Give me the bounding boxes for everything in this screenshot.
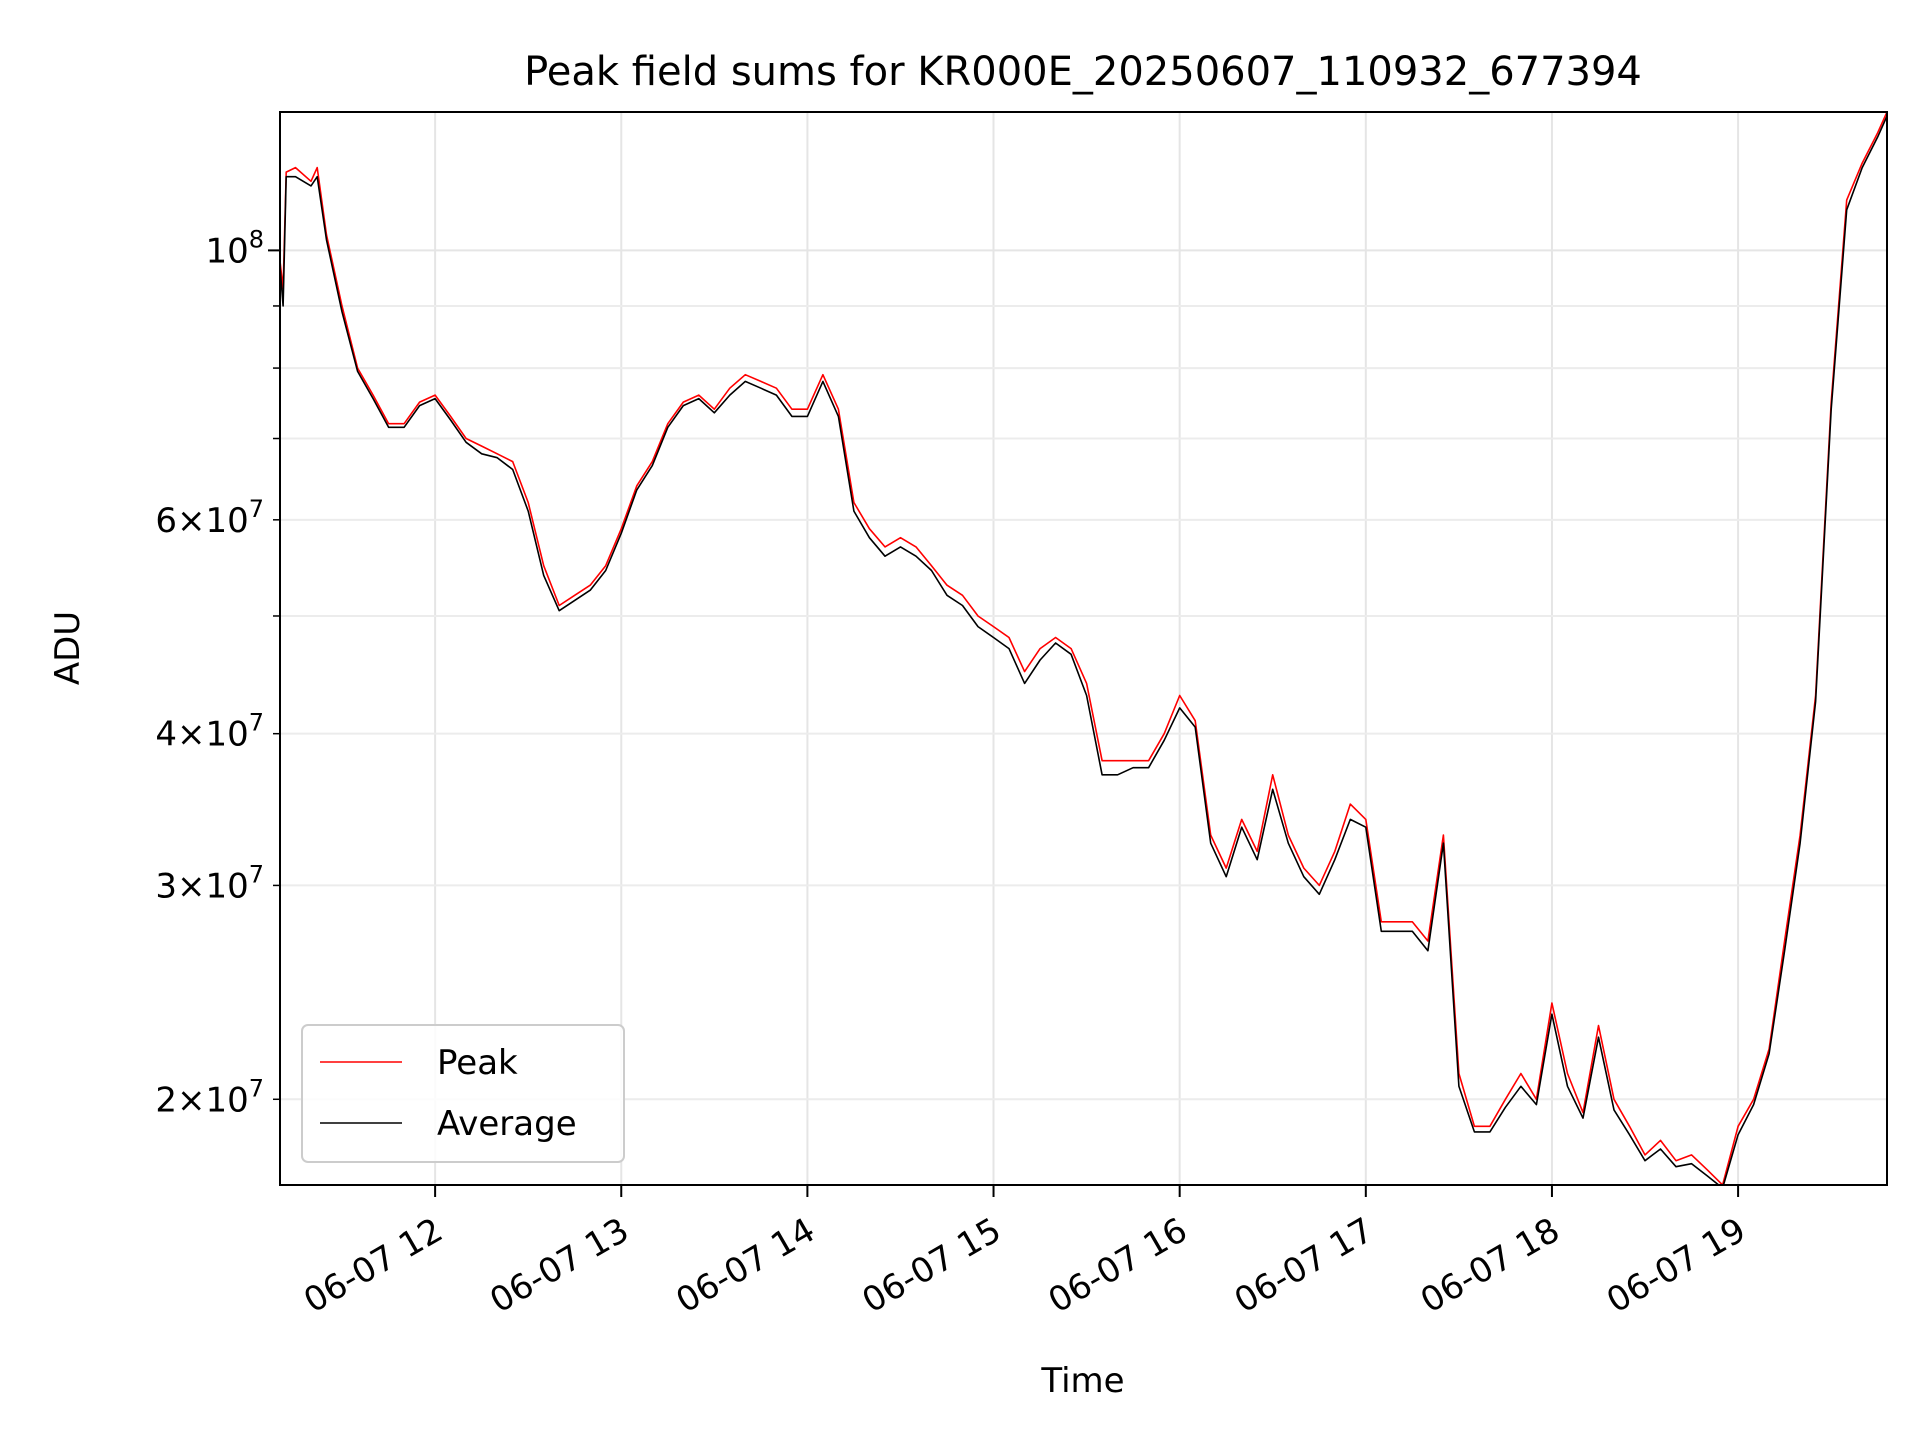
chart-title: Peak field sums for KR000E_20250607_1109… (524, 49, 1642, 95)
series-line-average (280, 115, 1887, 1185)
legend-label-peak: Peak (437, 1043, 518, 1083)
y-tick-label: 6×107 (155, 495, 264, 541)
series-layer (280, 112, 1887, 1185)
y-tick-label: 3×107 (155, 860, 264, 906)
plot-frame (279, 111, 1888, 1186)
x-axis-label: Time (1040, 1361, 1124, 1401)
y-tick-label: 2×107 (155, 1074, 264, 1120)
y-axis-label: ADU (48, 611, 88, 685)
y-tick-label: 108 (205, 225, 264, 271)
legend-box (301, 1024, 625, 1163)
y-tick-label: 4×107 (155, 709, 264, 755)
grid (280, 112, 1887, 1185)
legend-label-average: Average (437, 1104, 577, 1144)
legend: Peak Average (301, 1024, 625, 1163)
series-line-peak (280, 112, 1887, 1185)
